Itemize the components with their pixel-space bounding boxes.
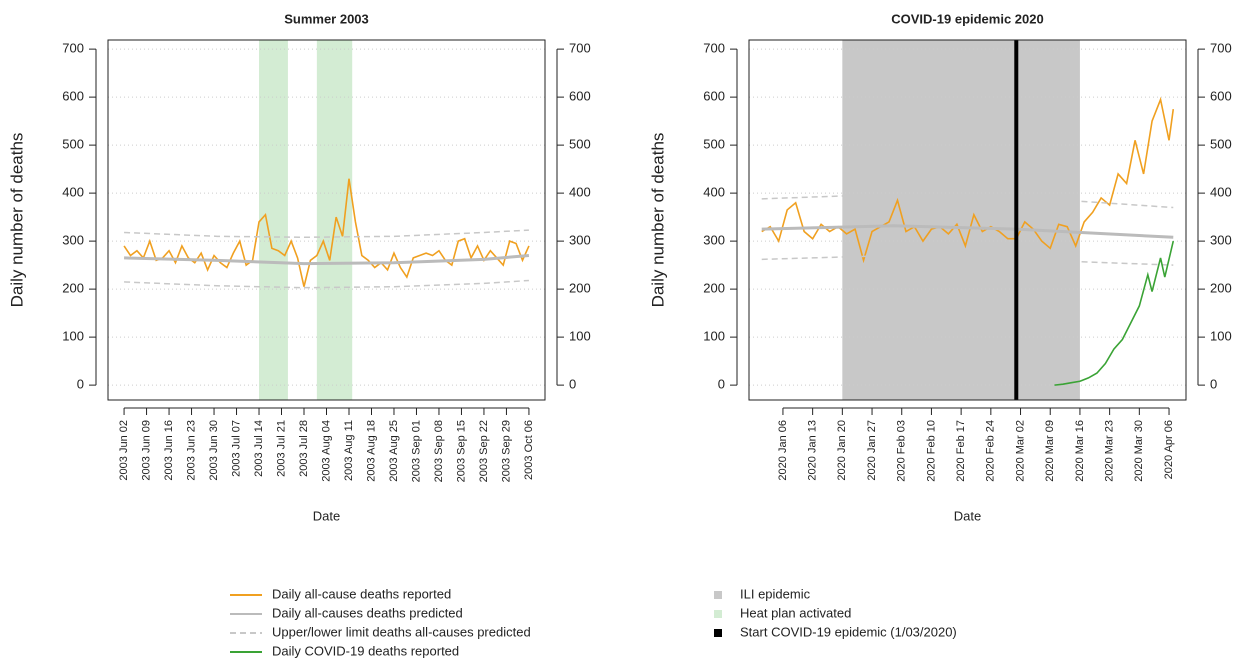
x-tick-label: 2003 Sep 08	[433, 420, 445, 482]
x-tick-label: 2020 Jan 13	[807, 420, 819, 481]
y-axis-label: Daily number of deaths	[648, 133, 667, 308]
x-tick-label: 2003 Sep 22	[478, 420, 490, 482]
plot-frame	[107, 39, 546, 401]
y-tick-label: 100	[703, 329, 725, 344]
x-tick-label: 2020 Feb 03	[896, 420, 908, 482]
legend-label: Daily all-cause deaths reported	[272, 586, 451, 601]
x-tick-label: 2020 Jan 06	[777, 420, 789, 481]
x-tick-label: 2003 Jun 02	[118, 420, 130, 481]
x-tick-label: 2003 Oct 06	[523, 420, 535, 480]
y2-tick-label: 500	[569, 137, 591, 152]
x-tick-label: 2003 Jul 21	[275, 420, 287, 477]
y2-tick-label: 400	[569, 185, 591, 200]
y-tick-label: 500	[62, 137, 84, 152]
plot-frame	[748, 39, 1187, 401]
x-tick-label: 2020 Mar 16	[1074, 420, 1086, 482]
x-tick-label: 2020 Apr 06	[1163, 420, 1175, 479]
y-tick-label: 400	[62, 185, 84, 200]
x-tick-label: 2003 Sep 15	[455, 420, 467, 482]
x-tick-label: 2003 Aug 11	[343, 420, 355, 481]
y2-tick-label: 700	[569, 41, 591, 56]
legend-label: Heat plan activated	[740, 605, 851, 620]
x-tick-label: 2003 Jun 30	[208, 420, 220, 481]
x-tick-label: 2020 Feb 10	[925, 420, 937, 482]
legend-label: Start COVID-19 epidemic (1/03/2020)	[740, 624, 957, 639]
x-tick-label: 2020 Jan 27	[866, 420, 878, 481]
y2-tick-label: 0	[1210, 377, 1217, 392]
x-tick-label: 2003 Sep 29	[500, 420, 512, 482]
y-tick-label: 0	[77, 377, 84, 392]
y2-tick-label: 400	[1210, 185, 1232, 200]
y-tick-label: 300	[62, 233, 84, 248]
x-tick-label: 2020 Feb 17	[955, 420, 967, 482]
y2-tick-label: 700	[1210, 41, 1232, 56]
y-axis-label: Daily number of deaths	[7, 133, 26, 308]
y2-tick-label: 100	[1210, 329, 1232, 344]
y2-tick-label: 100	[569, 329, 591, 344]
legend-swatch	[714, 591, 722, 599]
x-axis-label: Date	[954, 508, 981, 523]
y2-tick-label: 500	[1210, 137, 1232, 152]
x-tick-label: 2003 Jul 07	[230, 420, 242, 477]
y-tick-label: 500	[703, 137, 725, 152]
legend-label: Upper/lower limit deaths all-causes pred…	[272, 624, 531, 639]
x-tick-label: 2003 Aug 18	[365, 420, 377, 482]
region	[316, 40, 353, 400]
y2-tick-label: 200	[1210, 281, 1232, 296]
y-tick-label: 300	[703, 233, 725, 248]
series-line	[124, 254, 530, 266]
y2-tick-label: 200	[569, 281, 591, 296]
x-tick-label: 2003 Jul 28	[298, 420, 310, 477]
y2-tick-label: 600	[569, 89, 591, 104]
y2-tick-label: 0	[569, 377, 576, 392]
x-tick-label: 2020 Jan 20	[836, 420, 848, 481]
legend-label: ILI epidemic	[740, 586, 811, 601]
y-tick-label: 600	[62, 89, 84, 104]
y2-tick-label: 600	[1210, 89, 1232, 104]
x-axis-label: Date	[313, 508, 340, 523]
y-tick-label: 0	[718, 377, 725, 392]
y-tick-label: 700	[62, 41, 84, 56]
y-tick-label: 200	[62, 281, 84, 296]
limit-line	[124, 279, 529, 289]
x-tick-label: 2003 Sep 01	[410, 420, 422, 482]
y-tick-label: 200	[703, 281, 725, 296]
limit-line	[124, 229, 529, 239]
legend-label: Daily COVID-19 deaths reported	[272, 643, 459, 658]
x-tick-label: 2003 Jun 23	[185, 420, 197, 481]
x-tick-label: 2003 Aug 25	[388, 420, 400, 482]
y2-tick-label: 300	[1210, 233, 1232, 248]
limit-line	[761, 193, 1174, 209]
legend-swatch	[714, 610, 722, 618]
legend-label: Daily all-causes deaths predicted	[272, 605, 463, 620]
region	[259, 40, 288, 400]
chart-title: COVID-19 epidemic 2020	[891, 11, 1043, 26]
limit-line	[761, 254, 1174, 266]
y-tick-label: 600	[703, 89, 725, 104]
series-line	[761, 224, 1174, 239]
y-tick-label: 100	[62, 329, 84, 344]
chart-title: Summer 2003	[284, 11, 369, 26]
x-tick-label: 2003 Aug 04	[320, 420, 332, 482]
series-line	[1054, 240, 1175, 386]
y-tick-label: 700	[703, 41, 725, 56]
y-tick-label: 400	[703, 185, 725, 200]
legend-swatch	[714, 629, 722, 637]
x-tick-label: 2020 Mar 23	[1104, 420, 1116, 482]
x-tick-label: 2003 Jul 14	[253, 420, 265, 477]
x-tick-label: 2020 Mar 30	[1133, 420, 1145, 482]
series-line	[761, 96, 1175, 264]
y2-tick-label: 300	[569, 233, 591, 248]
x-tick-label: 2003 Jun 16	[163, 420, 175, 481]
x-tick-label: 2020 Mar 02	[1014, 420, 1026, 482]
x-tick-label: 2020 Mar 09	[1044, 420, 1056, 482]
region	[842, 40, 1080, 400]
x-tick-label: 2020 Feb 24	[985, 420, 997, 482]
x-tick-label: 2003 Jun 09	[140, 420, 152, 481]
